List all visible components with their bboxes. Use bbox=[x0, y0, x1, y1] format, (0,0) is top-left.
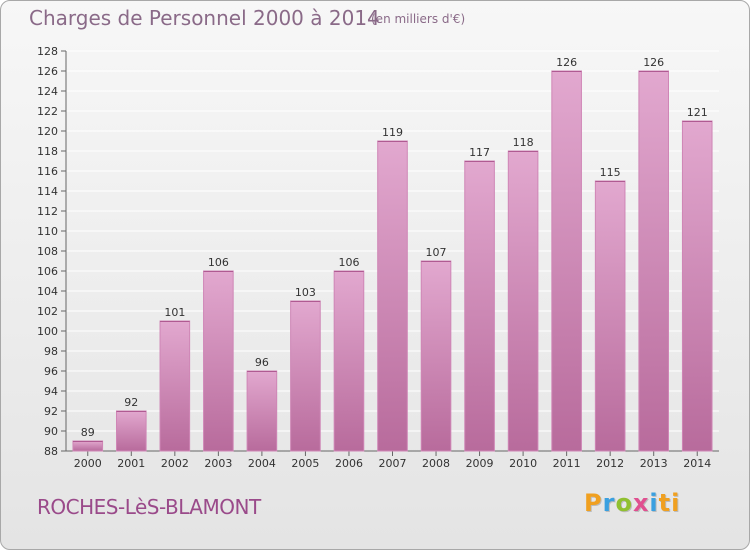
bar-2013 bbox=[638, 70, 670, 452]
bar-2000 bbox=[72, 440, 104, 452]
y-tick-label: 106 bbox=[37, 265, 58, 278]
value-label-2003: 106 bbox=[208, 256, 229, 269]
x-tick-label-2000: 2000 bbox=[74, 457, 102, 470]
bar-2011 bbox=[551, 70, 582, 452]
logo-letter: ti bbox=[658, 489, 681, 517]
y-tick-label: 110 bbox=[37, 225, 58, 238]
x-tick-label-2012: 2012 bbox=[596, 457, 624, 470]
value-label-2011: 126 bbox=[556, 56, 577, 69]
value-label-2012: 115 bbox=[600, 166, 621, 179]
bar-2003 bbox=[203, 270, 234, 452]
value-label-2013: 126 bbox=[643, 56, 664, 69]
labels: 88 90 92 94 96 98 100 102 104 106 108 110 112 114 116 1… bbox=[37, 45, 711, 470]
y-tick-label: 92 bbox=[44, 405, 58, 418]
bar-2001 bbox=[115, 410, 147, 452]
chart-title: Charges de Personnel 2000 à 2014 bbox=[29, 6, 380, 30]
bar-2006 bbox=[333, 270, 365, 452]
value-label-2000: 89 bbox=[81, 426, 95, 439]
value-label-2002: 101 bbox=[164, 306, 185, 319]
y-tick-label: 104 bbox=[37, 285, 58, 298]
y-tick-label: 100 bbox=[37, 325, 58, 338]
y-tick-label: 88 bbox=[44, 445, 58, 458]
y-tick-label: 98 bbox=[44, 345, 58, 358]
value-label-2008: 107 bbox=[426, 246, 447, 259]
logo-letter: r bbox=[602, 489, 616, 517]
x-tick-label-2013: 2013 bbox=[640, 457, 668, 470]
y-tick-label: 118 bbox=[37, 145, 58, 158]
value-label-2005: 103 bbox=[295, 286, 316, 299]
x-tick-label-2011: 2011 bbox=[553, 457, 581, 470]
value-label-2006: 106 bbox=[338, 256, 359, 269]
bar-2007 bbox=[377, 140, 408, 452]
y-tick-label: 120 bbox=[37, 125, 58, 138]
chart-subtitle: (en milliers d'€) bbox=[371, 12, 466, 26]
logo-letter: x bbox=[632, 489, 650, 517]
x-tick-label-2009: 2009 bbox=[466, 457, 494, 470]
value-label-2010: 118 bbox=[513, 136, 534, 149]
x-tick-label-2004: 2004 bbox=[248, 457, 276, 470]
proxiti-logo: Proxiti bbox=[584, 489, 680, 517]
x-tick-label-2002: 2002 bbox=[161, 457, 189, 470]
logo-letter: P bbox=[584, 489, 603, 517]
y-tick-label: 96 bbox=[44, 365, 58, 378]
bar-2010 bbox=[507, 150, 539, 452]
logo-letter: o bbox=[615, 489, 633, 517]
y-tick-label: 114 bbox=[37, 185, 58, 198]
y-tick-label: 102 bbox=[37, 305, 58, 318]
bar-2004 bbox=[246, 370, 278, 452]
y-tick-label: 116 bbox=[37, 165, 58, 178]
y-tick-label: 128 bbox=[37, 45, 58, 58]
value-label-2009: 117 bbox=[469, 146, 490, 159]
x-tick-label-2006: 2006 bbox=[335, 457, 363, 470]
bar-2009 bbox=[464, 160, 495, 452]
x-tick-label-2007: 2007 bbox=[379, 457, 407, 470]
x-tick-label-2014: 2014 bbox=[683, 457, 711, 470]
y-tick-label: 90 bbox=[44, 425, 58, 438]
y-tick-label: 94 bbox=[44, 385, 58, 398]
value-label-2007: 119 bbox=[382, 126, 403, 139]
value-label-2004: 96 bbox=[255, 356, 269, 369]
x-tick-label-2003: 2003 bbox=[204, 457, 232, 470]
bar-2014 bbox=[681, 120, 713, 452]
x-tick-label-2010: 2010 bbox=[509, 457, 537, 470]
x-tick-label-2005: 2005 bbox=[291, 457, 319, 470]
x-tick-label-2001: 2001 bbox=[117, 457, 145, 470]
bar-2012 bbox=[594, 180, 626, 452]
y-tick-label: 126 bbox=[37, 65, 58, 78]
value-label-2001: 92 bbox=[124, 396, 138, 409]
y-tick-label: 108 bbox=[37, 245, 58, 258]
bar-2008 bbox=[420, 260, 452, 452]
value-label-2014: 121 bbox=[687, 106, 708, 119]
commune-name: ROCHES-LèS-BLAMONT bbox=[37, 495, 261, 519]
y-tick-label: 122 bbox=[37, 105, 58, 118]
x-tick-label-2008: 2008 bbox=[422, 457, 450, 470]
bar-2002 bbox=[159, 320, 191, 452]
y-tick-label: 124 bbox=[37, 85, 58, 98]
logo-letter: i bbox=[649, 489, 659, 517]
bar-2005 bbox=[290, 300, 321, 452]
bars bbox=[72, 70, 713, 452]
y-tick-label: 112 bbox=[37, 205, 58, 218]
